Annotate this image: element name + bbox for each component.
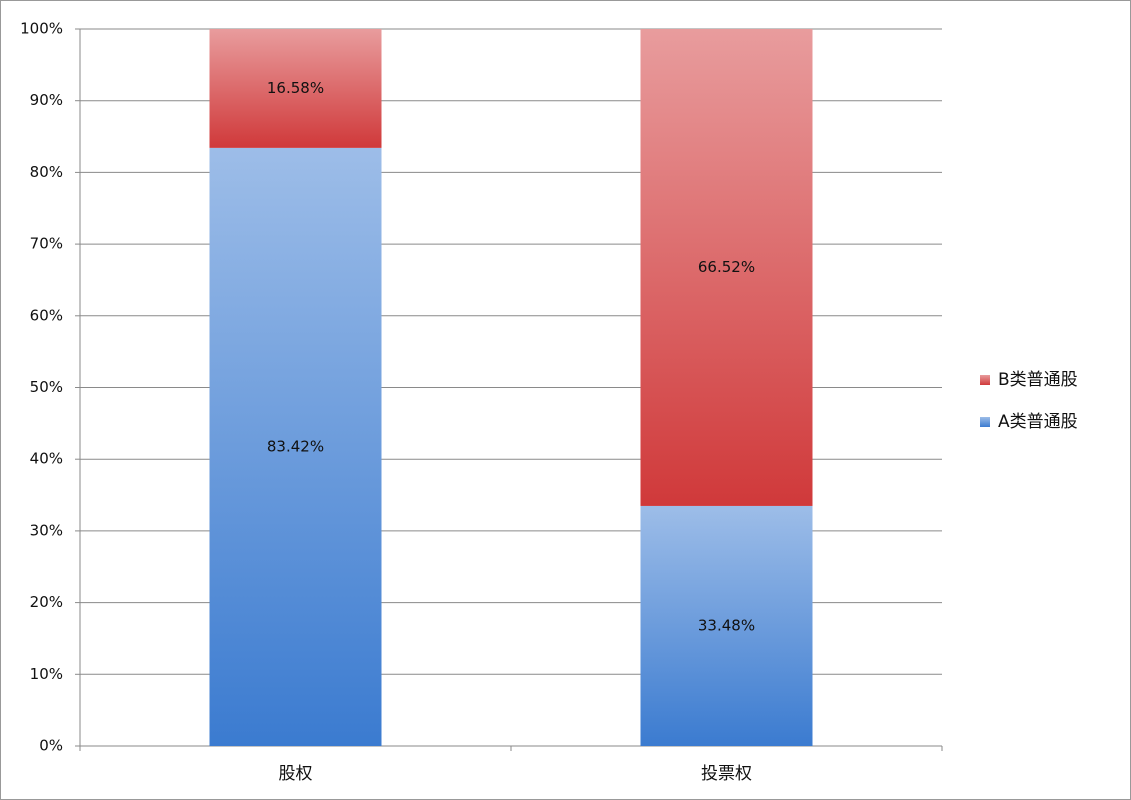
y-tick-label: 10%: [30, 665, 63, 683]
legend-swatch: [980, 417, 990, 427]
value-label: 66.52%: [698, 258, 755, 276]
y-tick-label: 80%: [30, 163, 63, 181]
x-tick-label: 投票权: [701, 764, 752, 784]
bar-segment: [209, 29, 382, 148]
y-tick-label: 0%: [39, 737, 63, 755]
bar-segment: [640, 505, 813, 746]
y-tick-label: 50%: [30, 378, 63, 396]
value-label: 16.58%: [267, 79, 324, 97]
y-tick-label: 60%: [30, 306, 63, 324]
legend-label: A类普通股: [998, 412, 1078, 432]
bar-segment: [640, 29, 813, 506]
value-label: 33.48%: [698, 616, 755, 634]
y-tick-label: 70%: [30, 235, 63, 253]
y-tick-label: 30%: [30, 521, 63, 539]
value-label: 83.42%: [267, 437, 324, 455]
bar-segment: [209, 147, 382, 746]
legend-swatch: [980, 375, 990, 385]
y-tick-label: 40%: [30, 450, 63, 468]
y-tick-label: 100%: [20, 20, 63, 38]
legend-label: B类普通股: [998, 370, 1078, 390]
x-tick-label: 股权: [279, 764, 313, 784]
y-tick-label: 20%: [30, 593, 63, 611]
y-tick-label: 90%: [30, 91, 63, 109]
